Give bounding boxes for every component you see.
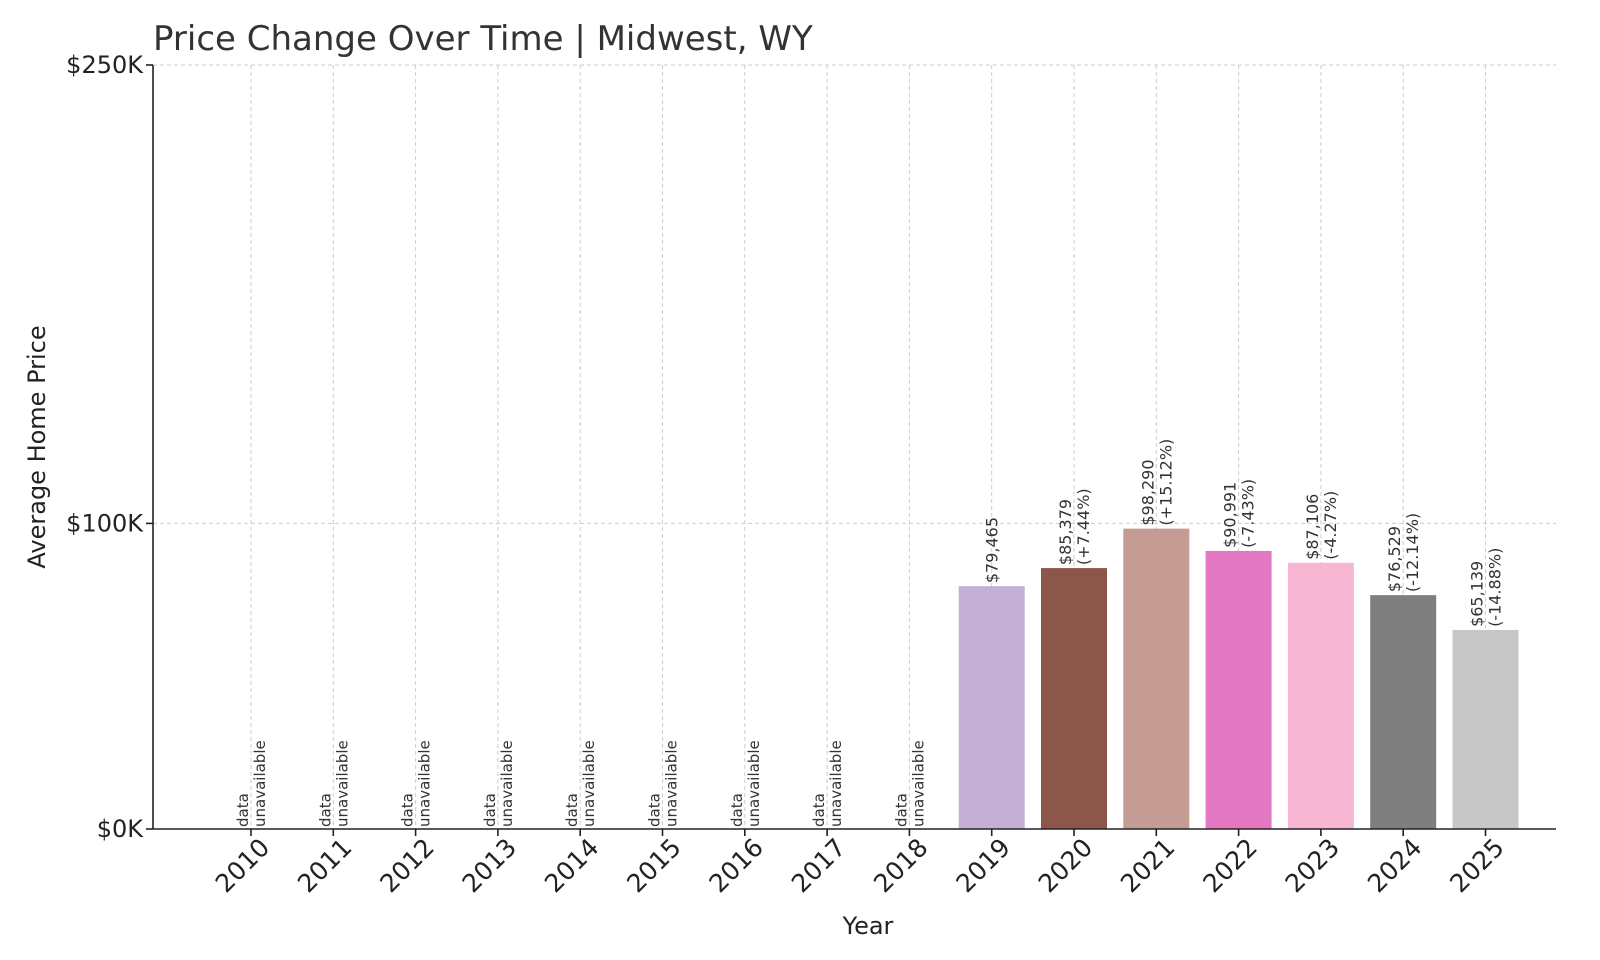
unavailable-label: unavailable — [333, 740, 351, 827]
bar-change-label: (-14.88%) — [1486, 548, 1505, 627]
bar-2021 — [1123, 528, 1190, 829]
unavailable-label: data — [892, 793, 910, 827]
x-tick-label: 2013 — [457, 833, 522, 898]
x-tick-label: 2022 — [1197, 833, 1262, 898]
bar-value-label: $65,139 — [1468, 561, 1487, 627]
bar-value-label: $90,991 — [1221, 482, 1240, 548]
bar-value-label: $76,529 — [1385, 526, 1404, 592]
bar-2022 — [1205, 550, 1272, 829]
grid-layer — [153, 64, 1556, 829]
unavailable-label: data — [563, 793, 581, 827]
x-ticks: 2010 2011 2012 2013 2014 2015 2016 2017 2018 2019… — [210, 829, 1510, 898]
axes-layer — [152, 65, 1556, 830]
bar-change-label: (-4.27%) — [1321, 491, 1340, 560]
unavailable-label: data — [399, 793, 417, 827]
unavailable-label: unavailable — [416, 740, 434, 827]
bar-change-label: (+15.12%) — [1156, 439, 1175, 526]
unavailable-label: data — [810, 793, 828, 827]
y-ticks: $0K $100K $250K — [66, 51, 153, 843]
bar-value-label: $79,465 — [983, 517, 1002, 583]
bar-2023 — [1287, 562, 1354, 829]
bar-change-label: (+7.44%) — [1074, 488, 1093, 565]
x-tick-label: 2016 — [704, 833, 769, 898]
x-axis-label: Year — [842, 912, 894, 940]
x-tick-label: 2024 — [1362, 833, 1427, 898]
unavailable-label: unavailable — [498, 740, 516, 827]
labels-layer: data unavailable data unavailable data unavai… — [234, 439, 1505, 827]
bar-change-label: (-12.14%) — [1403, 513, 1422, 592]
y-tick-label: $0K — [97, 815, 145, 843]
x-tick-label: 2019 — [950, 833, 1015, 898]
unavailable-label: unavailable — [827, 740, 845, 827]
x-tick-label: 2020 — [1033, 833, 1098, 898]
bars-layer — [958, 528, 1519, 829]
unavailable-label: unavailable — [663, 740, 681, 827]
x-tick-label: 2018 — [868, 833, 933, 898]
bar-2020 — [1041, 568, 1107, 829]
unavailable-label: unavailable — [251, 740, 269, 827]
bar-change-label: (-7.43%) — [1239, 479, 1258, 548]
unavailable-label: data — [234, 793, 252, 827]
unavailable-label: unavailable — [580, 740, 598, 827]
x-tick-label: 2021 — [1115, 833, 1180, 898]
bar-2019 — [958, 586, 1025, 829]
unavailable-label: unavailable — [745, 740, 763, 827]
x-tick-label: 2010 — [210, 833, 275, 898]
x-tick-label: 2023 — [1280, 833, 1345, 898]
x-tick-label: 2011 — [292, 833, 357, 898]
unavailable-label: data — [481, 793, 499, 827]
chart-title: Price Change Over Time | Midwest, WY — [153, 19, 813, 59]
y-tick-label: $100K — [66, 509, 144, 537]
bar-value-label: $85,379 — [1056, 499, 1075, 565]
bar-2025 — [1452, 629, 1519, 829]
x-tick-label: 2012 — [374, 833, 439, 898]
y-tick-label: $250K — [66, 51, 144, 79]
unavailable-label: data — [728, 793, 746, 827]
unavailable-label: data — [646, 793, 664, 827]
x-tick-label: 2014 — [539, 833, 604, 898]
y-axis-label: Average Home Price — [23, 325, 51, 568]
bar-value-label: $98,290 — [1138, 459, 1157, 525]
x-tick-label: 2025 — [1444, 833, 1509, 898]
unavailable-label: unavailable — [909, 740, 927, 827]
unavailable-label: data — [316, 793, 334, 827]
bar-2024 — [1370, 595, 1437, 829]
bar-value-label: $87,106 — [1303, 494, 1322, 560]
x-tick-label: 2015 — [621, 833, 686, 898]
x-tick-label: 2017 — [786, 833, 851, 898]
